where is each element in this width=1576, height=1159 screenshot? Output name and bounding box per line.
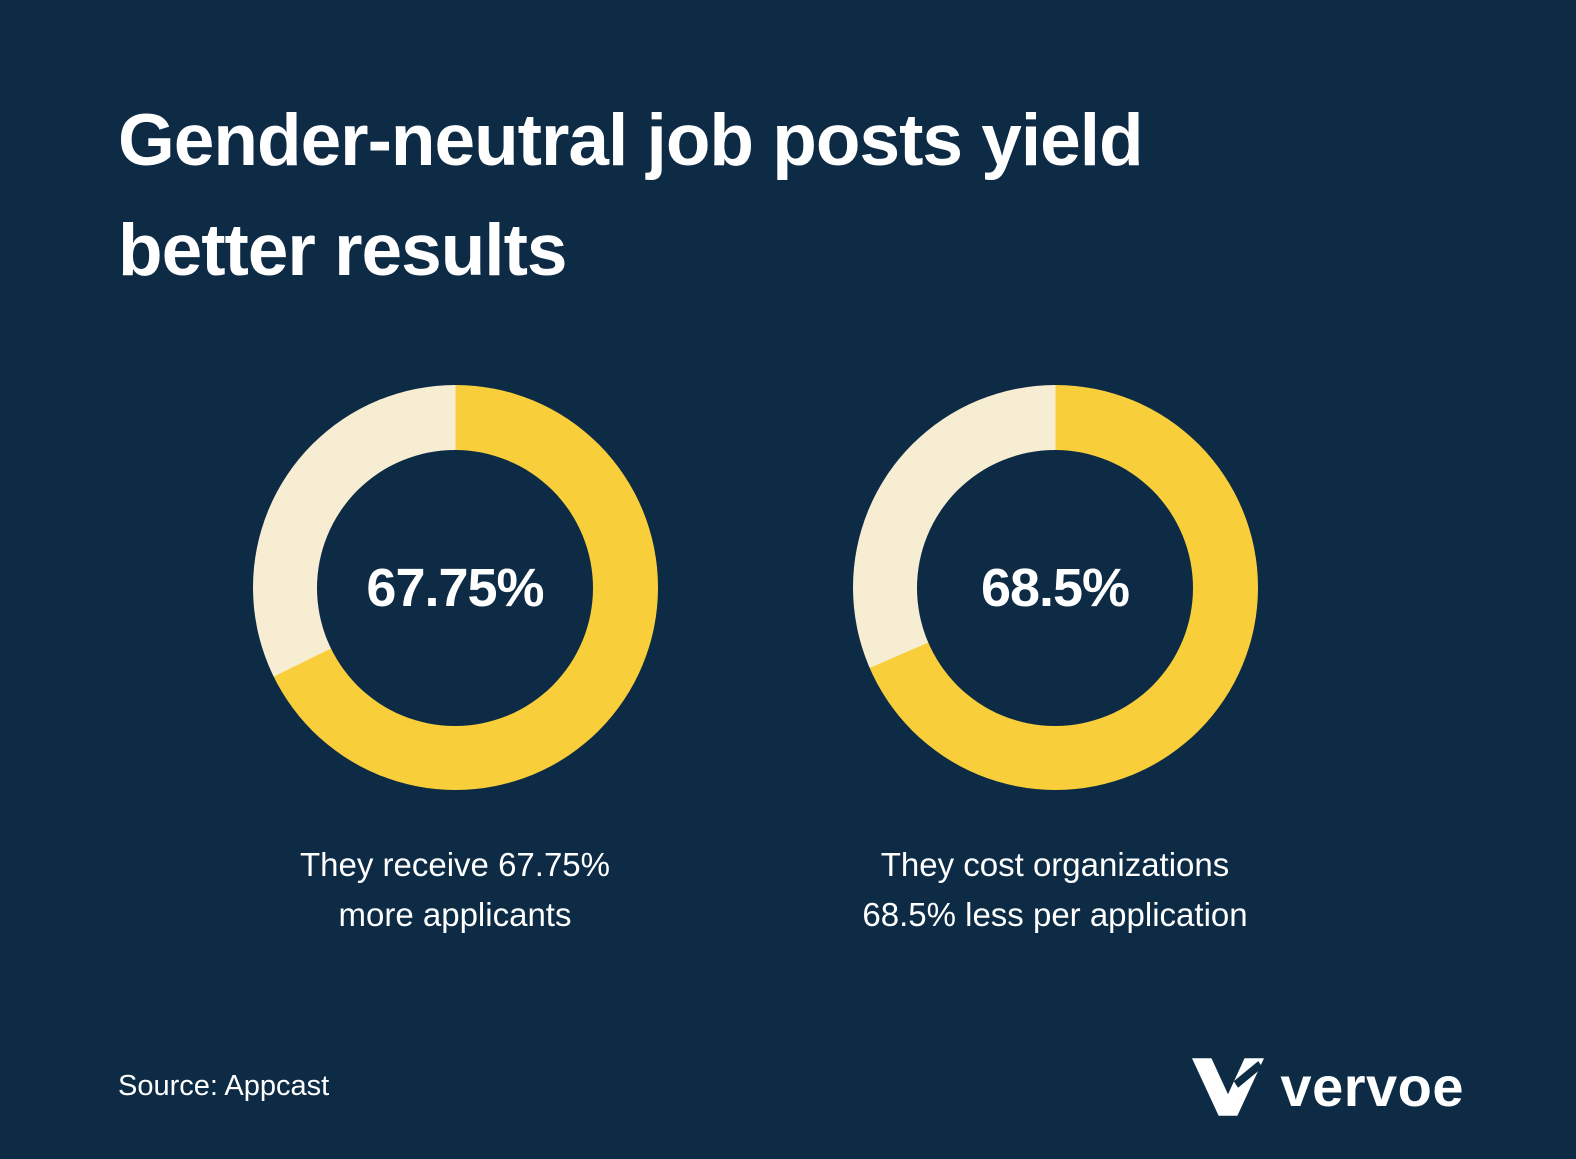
donut-center-label: 68.5% [980,557,1130,618]
chart-block-applicants: 67.75% They receive 67.75% more applican… [195,385,715,939]
charts-row: 67.75% They receive 67.75% more applican… [85,385,1425,939]
donut-chart-cost: 68.5% [852,385,1258,790]
chart-block-cost: 68.5% They cost organizations 68.5% less… [795,385,1315,939]
caption-line-2: more applicants [338,895,572,933]
donut-hole: 67.75% [317,449,593,726]
caption-line-2: 68.5% less per application [862,895,1248,933]
donut-center-label: 67.75% [366,557,544,618]
caption-line-1: They receive 67.75% [299,846,610,883]
vervoe-logo: vervoe [1192,1054,1464,1119]
chart-caption-cost: They cost organizations 68.5% less per a… [862,840,1247,939]
page-title: Gender-neutral job posts yield better re… [118,86,1418,305]
vervoe-logo-icon [1192,1057,1265,1116]
source-attribution: Source: Appcast [118,1070,330,1102]
footer: Source: Appcast vervoe [118,1054,1464,1119]
page-title-line-2: better results [118,209,567,291]
donut-hole: 68.5% [917,449,1193,726]
caption-line-1: They cost organizations [880,846,1230,883]
chart-caption-applicants: They receive 67.75% more applicants [300,840,610,939]
vervoe-wordmark: vervoe [1280,1055,1464,1118]
donut-chart-applicants: 67.75% [252,385,658,790]
page-title-line-1: Gender-neutral job posts yield [118,100,1144,181]
